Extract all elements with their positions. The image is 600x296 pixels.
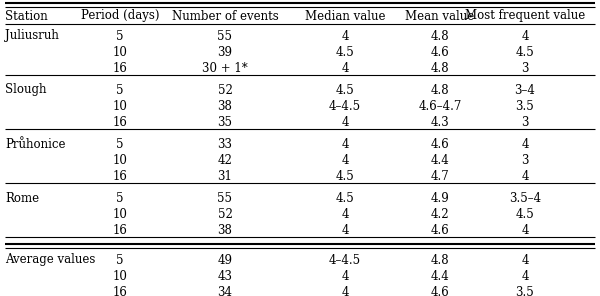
Text: 4.8: 4.8 xyxy=(431,62,449,75)
Text: 4: 4 xyxy=(341,62,349,75)
Text: 38: 38 xyxy=(218,99,232,112)
Text: 4: 4 xyxy=(341,30,349,43)
Text: 16: 16 xyxy=(113,170,127,183)
Text: 4: 4 xyxy=(341,154,349,166)
Text: 3–4: 3–4 xyxy=(515,83,535,96)
Text: 4: 4 xyxy=(521,253,529,266)
Text: 4–4.5: 4–4.5 xyxy=(329,253,361,266)
Text: 4.6–4.7: 4.6–4.7 xyxy=(418,99,461,112)
Text: 4: 4 xyxy=(521,170,529,183)
Text: Juliusruh: Juliusruh xyxy=(5,30,59,43)
Text: 10: 10 xyxy=(113,269,127,282)
Text: 4.5: 4.5 xyxy=(515,46,535,59)
Text: 4.5: 4.5 xyxy=(335,83,355,96)
Text: 30 + 1*: 30 + 1* xyxy=(202,62,248,75)
Text: Rome: Rome xyxy=(5,192,39,205)
Text: 34: 34 xyxy=(218,286,233,296)
Text: Median value: Median value xyxy=(305,9,385,22)
Text: Period (days): Period (days) xyxy=(81,9,159,22)
Text: 4–4.5: 4–4.5 xyxy=(329,99,361,112)
Text: 4.2: 4.2 xyxy=(431,207,449,221)
Text: 16: 16 xyxy=(113,62,127,75)
Text: 5: 5 xyxy=(116,253,124,266)
Text: 4.9: 4.9 xyxy=(431,192,449,205)
Text: 4.4: 4.4 xyxy=(431,269,449,282)
Text: 4.5: 4.5 xyxy=(335,192,355,205)
Text: 52: 52 xyxy=(218,83,232,96)
Text: 3: 3 xyxy=(521,115,529,128)
Text: 10: 10 xyxy=(113,99,127,112)
Text: Průhonice: Průhonice xyxy=(5,138,65,150)
Text: 4: 4 xyxy=(521,223,529,237)
Text: Most frequent value: Most frequent value xyxy=(465,9,585,22)
Text: 4.5: 4.5 xyxy=(515,207,535,221)
Text: 3: 3 xyxy=(521,62,529,75)
Text: 4.6: 4.6 xyxy=(431,138,449,150)
Text: 16: 16 xyxy=(113,115,127,128)
Text: 55: 55 xyxy=(218,30,233,43)
Text: 55: 55 xyxy=(218,192,233,205)
Text: 16: 16 xyxy=(113,223,127,237)
Text: 4: 4 xyxy=(341,115,349,128)
Text: 10: 10 xyxy=(113,46,127,59)
Text: 10: 10 xyxy=(113,154,127,166)
Text: 4.6: 4.6 xyxy=(431,286,449,296)
Text: 4: 4 xyxy=(341,269,349,282)
Text: 4.6: 4.6 xyxy=(431,223,449,237)
Text: 5: 5 xyxy=(116,138,124,150)
Text: 16: 16 xyxy=(113,286,127,296)
Text: Station: Station xyxy=(5,9,48,22)
Text: 5: 5 xyxy=(116,83,124,96)
Text: 3: 3 xyxy=(521,154,529,166)
Text: 4: 4 xyxy=(341,138,349,150)
Text: Average values: Average values xyxy=(5,253,95,266)
Text: 4: 4 xyxy=(341,223,349,237)
Text: 3.5–4: 3.5–4 xyxy=(509,192,541,205)
Text: 39: 39 xyxy=(218,46,233,59)
Text: Mean value: Mean value xyxy=(406,9,475,22)
Text: 10: 10 xyxy=(113,207,127,221)
Text: 3.5: 3.5 xyxy=(515,99,535,112)
Text: 5: 5 xyxy=(116,30,124,43)
Text: 35: 35 xyxy=(218,115,233,128)
Text: Number of events: Number of events xyxy=(172,9,278,22)
Text: 4.7: 4.7 xyxy=(431,170,449,183)
Text: 49: 49 xyxy=(218,253,233,266)
Text: 3.5: 3.5 xyxy=(515,286,535,296)
Text: 4: 4 xyxy=(521,30,529,43)
Text: 4.8: 4.8 xyxy=(431,30,449,43)
Text: 5: 5 xyxy=(116,192,124,205)
Text: 4.4: 4.4 xyxy=(431,154,449,166)
Text: 38: 38 xyxy=(218,223,232,237)
Text: 42: 42 xyxy=(218,154,232,166)
Text: 33: 33 xyxy=(218,138,233,150)
Text: 4.8: 4.8 xyxy=(431,253,449,266)
Text: 4.8: 4.8 xyxy=(431,83,449,96)
Text: 31: 31 xyxy=(218,170,232,183)
Text: Slough: Slough xyxy=(5,83,47,96)
Text: 52: 52 xyxy=(218,207,232,221)
Text: 4.5: 4.5 xyxy=(335,46,355,59)
Text: 4: 4 xyxy=(521,138,529,150)
Text: 4: 4 xyxy=(341,207,349,221)
Text: 4: 4 xyxy=(521,269,529,282)
Text: 4.5: 4.5 xyxy=(335,170,355,183)
Text: 4.3: 4.3 xyxy=(431,115,449,128)
Text: 43: 43 xyxy=(218,269,233,282)
Text: 4.6: 4.6 xyxy=(431,46,449,59)
Text: 4: 4 xyxy=(341,286,349,296)
